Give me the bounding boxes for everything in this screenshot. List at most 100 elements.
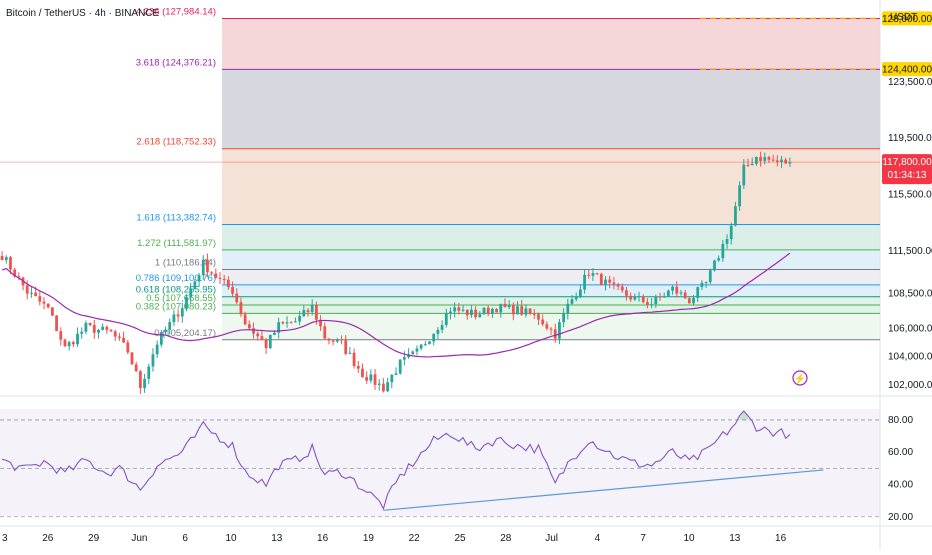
candle-body	[578, 289, 582, 298]
candle-body	[126, 342, 130, 353]
candle-body	[763, 157, 767, 161]
candle-body	[306, 310, 310, 312]
candle-body	[118, 336, 121, 338]
candle-body	[97, 329, 100, 333]
candle-body	[725, 239, 729, 244]
candle-body	[453, 307, 457, 312]
candle-body	[143, 378, 146, 389]
candle-body	[721, 243, 725, 259]
date-tick-label: 16	[317, 533, 329, 544]
date-tick-label: 13	[729, 533, 741, 544]
candle-body	[193, 281, 197, 289]
candle-body	[185, 296, 188, 309]
candle-body	[662, 296, 666, 298]
candle-body	[734, 206, 737, 226]
target-price-label: 124,400.00	[882, 65, 932, 76]
candle-body	[499, 303, 503, 313]
currency-label[interactable]: USDT	[890, 12, 918, 23]
candle-body	[595, 273, 599, 275]
candle-body	[206, 259, 209, 273]
candle-body	[549, 328, 553, 330]
candle-body	[713, 260, 716, 271]
fib-level-label: 1.618 (113,382.74)	[136, 212, 216, 223]
date-tick-label: 6	[182, 533, 188, 544]
candle-body	[109, 329, 113, 332]
price-tick-label: 106,000.00	[888, 324, 932, 335]
candle-body	[495, 308, 498, 313]
candle-body	[38, 296, 42, 302]
candle-body	[138, 371, 142, 389]
fib-level-label: 0.618 (108,255.95)	[136, 285, 216, 296]
rsi-overbought-fill	[739, 411, 748, 420]
candle-body	[608, 279, 612, 283]
candle-body	[356, 365, 360, 369]
candle-body	[570, 299, 574, 304]
target-price-tag	[882, 11, 932, 26]
date-tick-label: 26	[42, 533, 54, 544]
candle-body	[189, 288, 193, 297]
candle-body	[231, 287, 234, 294]
candle-body	[683, 292, 687, 299]
candle-body	[340, 339, 343, 341]
fib-level-label: 0.382 (107,080.23)	[136, 301, 216, 312]
rsi-tick-label: 60.00	[888, 447, 913, 458]
candle-body	[738, 185, 742, 207]
fib-level-label: 0 (105,204.17)	[154, 328, 216, 339]
candle-body	[218, 277, 222, 279]
target-price-tag	[882, 62, 932, 77]
price-tick-label: 104,000.00	[888, 352, 932, 363]
symbol-title[interactable]: Bitcoin / TetherUS · 4h · BINANCE	[6, 8, 160, 19]
rsi-tick-label: 40.00	[888, 479, 913, 490]
fib-zone	[222, 69, 880, 149]
candle-body	[369, 374, 373, 381]
candle-body	[482, 307, 486, 315]
date-tick-label: 13	[271, 533, 283, 544]
candle-body	[474, 309, 478, 318]
candle-body	[298, 316, 302, 322]
date-tick-label: 28	[500, 533, 512, 544]
candle-body	[666, 290, 670, 297]
candle-body	[415, 348, 419, 352]
candle-body	[147, 366, 151, 379]
candle-body	[696, 287, 700, 298]
candle-body	[650, 304, 654, 306]
candle-body	[444, 313, 448, 326]
candle-body	[226, 279, 230, 288]
candle-body	[687, 298, 691, 304]
candle-body	[436, 329, 440, 334]
candle-body	[545, 324, 549, 329]
rsi-tick-label: 80.00	[888, 415, 913, 426]
candle-body	[382, 383, 385, 392]
date-tick-label: 10	[225, 533, 237, 544]
candle-body	[537, 314, 540, 320]
candle-body	[46, 303, 50, 308]
candle-body	[432, 333, 436, 342]
candle-body	[771, 159, 775, 161]
fib-zone	[222, 296, 880, 306]
candle-body	[180, 308, 184, 317]
candle-body	[134, 364, 138, 372]
candle-body	[252, 328, 255, 334]
date-tick-label: 10	[683, 533, 695, 544]
candle-body	[729, 225, 733, 240]
candle-body	[620, 286, 624, 291]
fib-level-label: 3.618 (124,376.21)	[136, 57, 216, 68]
candle-body	[717, 258, 721, 261]
candle-body	[775, 160, 779, 163]
candle-body	[294, 321, 297, 323]
candle-body	[105, 326, 109, 330]
candle-body	[323, 326, 327, 339]
candle-body	[151, 354, 155, 367]
candle-body	[243, 314, 247, 325]
candle-body	[34, 292, 38, 297]
candle-body	[25, 285, 29, 294]
fib-level-label: 0.786 (109,100.76)	[136, 273, 216, 284]
candle-body	[247, 324, 251, 329]
candle-body	[335, 339, 339, 342]
candle-body	[373, 374, 377, 385]
candle-body	[574, 297, 578, 300]
candle-body	[314, 305, 318, 320]
candle-body	[386, 382, 390, 392]
candle-body	[377, 383, 381, 385]
